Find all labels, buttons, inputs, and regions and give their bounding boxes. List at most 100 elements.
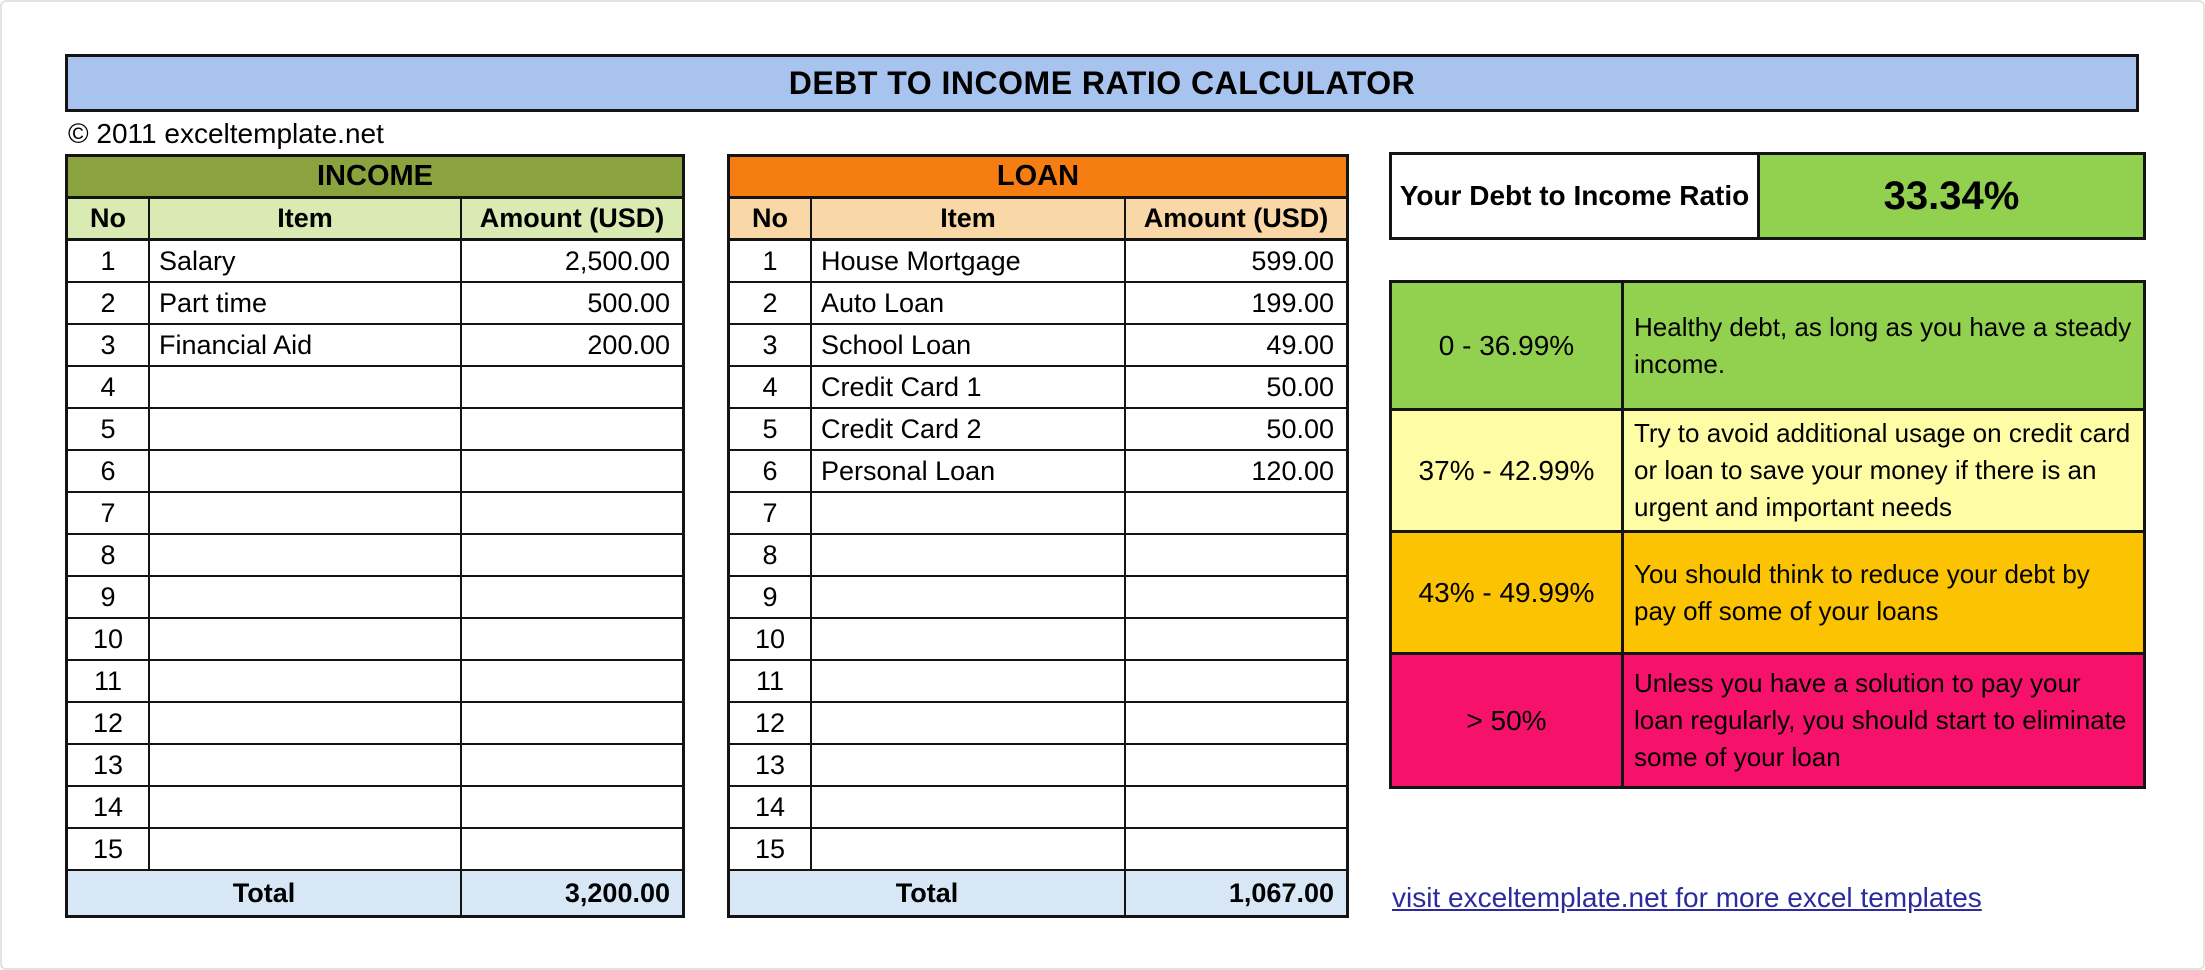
ratio-legend-table: 0 - 36.99% Healthy debt, as long as you h… [1389, 280, 2146, 789]
income-amount-cell[interactable] [462, 367, 682, 407]
income-item-cell[interactable] [150, 409, 462, 449]
income-item-cell[interactable] [150, 535, 462, 575]
loan-amount-cell[interactable]: 50.00 [1266, 371, 1334, 402]
income-row-12: 12 [68, 703, 682, 745]
income-amount-cell[interactable] [462, 493, 682, 533]
loan-item-cell[interactable] [812, 703, 1126, 743]
income-no-cell: 15 [68, 829, 150, 869]
loan-item-cell[interactable] [812, 535, 1126, 575]
income-amount-cell[interactable]: 500.00 [587, 287, 670, 318]
loan-row-1: 1 House Mortgage 599.00 [730, 241, 1346, 283]
loan-row-4: 4 Credit Card 1 50.00 [730, 367, 1346, 409]
loan-total-label: Total [730, 871, 1126, 915]
ratio-value: 33.34% [1760, 155, 2143, 237]
loan-table-title: LOAN [730, 157, 1346, 199]
income-amount-cell[interactable] [462, 409, 682, 449]
loan-amount-cell[interactable] [1126, 703, 1346, 743]
loan-no-cell: 13 [730, 745, 812, 785]
income-amount-cell[interactable] [462, 535, 682, 575]
loan-amount-cell[interactable] [1126, 493, 1346, 533]
loan-no-cell: 6 [730, 451, 812, 491]
loan-item-cell[interactable]: Auto Loan [812, 283, 1126, 323]
income-amount-cell[interactable] [462, 661, 682, 701]
loan-amount-cell[interactable] [1126, 619, 1346, 659]
income-amount-cell[interactable] [462, 829, 682, 869]
income-amount-cell[interactable]: 2,500.00 [564, 245, 670, 276]
legend-description: You should think to reduce your debt by … [1634, 558, 2090, 626]
income-no-cell: 1 [68, 241, 150, 281]
loan-no-cell: 15 [730, 829, 812, 869]
loan-amount-cell[interactable] [1126, 745, 1346, 785]
income-amount-cell[interactable]: 200.00 [587, 329, 670, 360]
income-amount-cell[interactable] [462, 703, 682, 743]
loan-amount-cell[interactable]: 199.00 [1251, 287, 1334, 318]
loan-amount-cell[interactable]: 120.00 [1251, 455, 1334, 486]
income-amount-cell[interactable] [462, 577, 682, 617]
income-item-cell[interactable]: Salary [150, 241, 462, 281]
loan-row-6: 6 Personal Loan 120.00 [730, 451, 1346, 493]
loan-row-14: 14 [730, 787, 1346, 829]
loan-row-10: 10 [730, 619, 1346, 661]
loan-no-cell: 3 [730, 325, 812, 365]
income-no-cell: 4 [68, 367, 150, 407]
legend-row-3: 43% - 49.99% You should think to reduce y… [1392, 533, 2143, 655]
income-row-6: 6 [68, 451, 682, 493]
income-no-cell: 11 [68, 661, 150, 701]
loan-amount-cell[interactable] [1126, 577, 1346, 617]
loan-item-cell[interactable] [812, 745, 1126, 785]
loan-row-13: 13 [730, 745, 1346, 787]
income-no-cell: 8 [68, 535, 150, 575]
loan-total-value: 1,067.00 [1228, 877, 1334, 908]
loan-column-headers: No Item Amount (USD) [730, 199, 1346, 241]
loan-item-cell[interactable]: Personal Loan [812, 451, 1126, 491]
loan-item-cell[interactable]: Credit Card 2 [812, 409, 1126, 449]
loan-amount-cell[interactable]: 50.00 [1266, 413, 1334, 444]
income-item-cell[interactable]: Part time [150, 283, 462, 323]
loan-amount-cell[interactable] [1126, 535, 1346, 575]
loan-no-cell: 11 [730, 661, 812, 701]
income-no-cell: 14 [68, 787, 150, 827]
loan-item-cell[interactable] [812, 577, 1126, 617]
income-amount-cell[interactable] [462, 787, 682, 827]
loan-item-cell[interactable]: Credit Card 1 [812, 367, 1126, 407]
legend-description: Try to avoid additional usage on credit … [1634, 418, 2131, 522]
loan-no-cell: 5 [730, 409, 812, 449]
income-item-cell[interactable] [150, 451, 462, 491]
legend-row-4: > 50% Unless you have a solution to pay y… [1392, 655, 2143, 786]
income-item-cell[interactable] [150, 577, 462, 617]
income-amount-cell[interactable] [462, 745, 682, 785]
loan-item-cell[interactable]: House Mortgage [812, 241, 1126, 281]
income-row-15: 15 [68, 829, 682, 871]
income-row-1: 1 Salary 2,500.00 [68, 241, 682, 283]
income-item-cell[interactable] [150, 661, 462, 701]
loan-item-cell[interactable] [812, 493, 1126, 533]
loan-item-cell[interactable]: School Loan [812, 325, 1126, 365]
loan-amount-cell[interactable] [1126, 829, 1346, 869]
loan-amount-cell[interactable] [1126, 787, 1346, 827]
exceltemplate-link[interactable]: visit exceltemplate.net for more excel t… [1392, 882, 1982, 913]
loan-no-cell: 7 [730, 493, 812, 533]
income-no-cell: 3 [68, 325, 150, 365]
loan-item-cell[interactable] [812, 787, 1126, 827]
income-no-cell: 13 [68, 745, 150, 785]
loan-amount-cell[interactable] [1126, 661, 1346, 701]
loan-no-cell: 4 [730, 367, 812, 407]
income-item-cell[interactable]: Financial Aid [150, 325, 462, 365]
loan-amount-cell[interactable]: 599.00 [1251, 245, 1334, 276]
income-item-cell[interactable] [150, 367, 462, 407]
income-item-cell[interactable] [150, 703, 462, 743]
income-item-cell[interactable] [150, 829, 462, 869]
loan-no-cell: 12 [730, 703, 812, 743]
loan-item-cell[interactable] [812, 829, 1126, 869]
loan-amount-cell[interactable]: 49.00 [1266, 329, 1334, 360]
income-item-cell[interactable] [150, 745, 462, 785]
loan-item-cell[interactable] [812, 619, 1126, 659]
income-no-cell: 6 [68, 451, 150, 491]
loan-item-cell[interactable] [812, 661, 1126, 701]
income-item-cell[interactable] [150, 787, 462, 827]
income-item-cell[interactable] [150, 619, 462, 659]
income-amount-cell[interactable] [462, 451, 682, 491]
legend-range: 43% - 49.99% [1392, 533, 1624, 652]
income-item-cell[interactable] [150, 493, 462, 533]
income-amount-cell[interactable] [462, 619, 682, 659]
